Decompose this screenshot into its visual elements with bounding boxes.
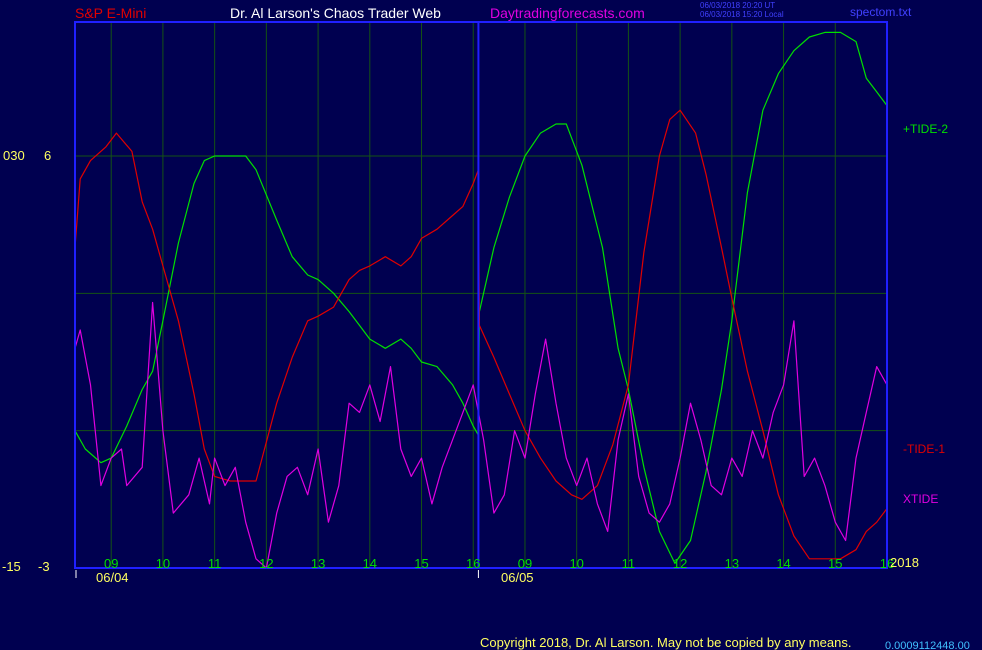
hour-tick-label-6: 15 [414, 556, 428, 571]
hour-tick-label-12: 13 [725, 556, 739, 571]
date-label-06-04: 06/04 [96, 570, 129, 585]
hour-tick-label-14: 15 [828, 556, 842, 571]
site-url: Daytradingforecasts.com [490, 5, 645, 21]
hour-tick-label-0: 09 [104, 556, 118, 571]
date-label-06-05: 06/05 [501, 570, 534, 585]
hour-tick-label-15: 16 [880, 556, 894, 571]
series-line-xtide [74, 301, 888, 569]
hour-tick-label-2: 11 [208, 556, 222, 571]
legend-tide-minus: -TIDE-1 [903, 442, 945, 456]
year-label: 2018 [890, 555, 919, 570]
timestamp-local: 06/03/2018 15:20 Local [700, 10, 784, 19]
trailing-number: 0.0009112448.00 [885, 640, 970, 650]
y-axis-bottom-xtide: -15 [2, 559, 21, 574]
legend-tide-plus: +TIDE-2 [903, 122, 948, 136]
hour-tick-label-11: 12 [673, 556, 687, 571]
hour-tick-label-4: 13 [311, 556, 325, 571]
hour-tick-label-13: 14 [776, 556, 790, 571]
hour-tick-label-7: 16 [466, 556, 480, 571]
series-line-tide-2 [74, 31, 888, 564]
site-name: Dr. Al Larson's Chaos Trader Web [230, 5, 441, 21]
y-axis-top-xtide: 030 [3, 148, 25, 163]
series-line-tide-1 [74, 109, 888, 560]
legend-xtide: XTIDE [903, 492, 938, 506]
copyright-notice: Copyright 2018, Dr. Al Larson. May not b… [480, 635, 851, 650]
hour-tick-label-10: 11 [622, 556, 636, 571]
hour-tick-label-1: 10 [156, 556, 170, 571]
hour-tick-label-9: 10 [569, 556, 583, 571]
plot-frame [74, 21, 888, 569]
hour-tick-label-8: 09 [518, 556, 532, 571]
symbol-label: S&P E-Mini [75, 5, 146, 21]
hour-tick-label-5: 14 [363, 556, 377, 571]
chart-grid [75, 22, 887, 568]
y-axis-bottom-tides: -3 [38, 559, 50, 574]
hour-ticks: 09 10 11 12 13 14 15 16 09 10 11 12 13 14 15 16 [75, 556, 894, 578]
filename-label: spectom.txt [850, 5, 912, 19]
timestamp-ut: 06/03/2018 20:20 UT [700, 1, 775, 10]
chart-series [74, 31, 888, 569]
hour-tick-label-3: 12 [259, 556, 273, 571]
y-axis-top-tides: 6 [44, 148, 51, 163]
